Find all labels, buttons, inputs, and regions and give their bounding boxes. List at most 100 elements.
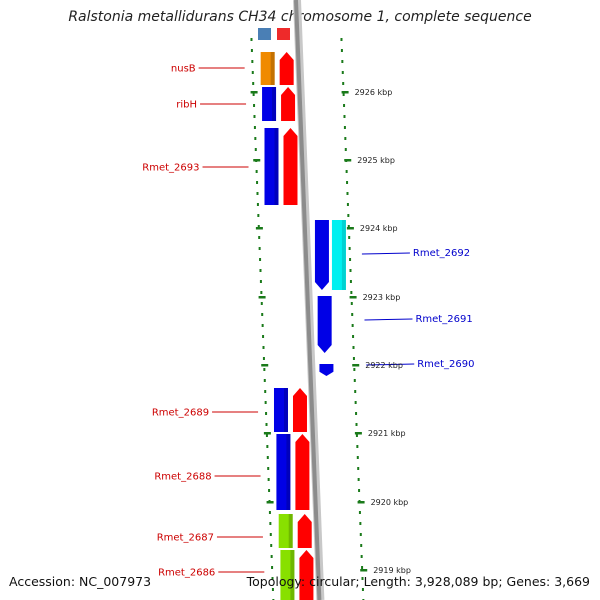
gene-features	[258, 28, 346, 600]
rmet-2688-cds-arrow	[295, 434, 310, 510]
guide-dot	[343, 115, 346, 118]
guide-dot	[352, 335, 355, 338]
tick-2919-kbp	[360, 569, 368, 572]
tick-2926-kbp	[341, 91, 349, 94]
tick-2925-kbp	[344, 159, 352, 162]
accession-text: Accession: NC_007973	[9, 574, 152, 589]
guide-dot	[266, 445, 269, 448]
guide-dot	[257, 214, 260, 217]
guide-dot	[260, 291, 263, 294]
guide-dot	[255, 170, 258, 173]
guide-dot	[350, 302, 353, 305]
rmet-2690-label: Rmet_2690	[417, 359, 474, 370]
rmet-2693-gene-shade	[274, 128, 279, 205]
guide-dot	[357, 478, 360, 481]
guide-dot	[356, 445, 359, 448]
guide-dot	[262, 335, 265, 338]
guide-dot	[262, 346, 265, 349]
rmet-2687-label: Rmet_2687	[157, 533, 214, 544]
minor-tick	[263, 432, 271, 435]
minor-tick	[261, 364, 269, 367]
guide-dot	[361, 588, 364, 591]
guide-dot	[271, 577, 274, 580]
rmet-2690-leader	[366, 363, 415, 366]
guide-dot	[257, 225, 260, 228]
guide-dot	[259, 280, 262, 283]
guide-dot	[267, 478, 270, 481]
guide-dot	[268, 489, 271, 492]
guide-dot	[265, 434, 268, 437]
rmet-2693-gene-block	[264, 128, 279, 205]
guide-dot	[263, 368, 266, 371]
guide-dot	[343, 104, 346, 107]
guide-dot	[355, 434, 358, 437]
guide-dot	[251, 71, 254, 74]
guide-dot	[269, 522, 272, 525]
guide-dot	[258, 247, 261, 250]
guide-dot	[352, 346, 355, 349]
top-gene-stub	[258, 28, 271, 40]
guide-dot	[359, 533, 362, 536]
nusb-gene-shade	[270, 52, 275, 85]
rmet-2691-leader	[364, 318, 413, 321]
rmet-2688-gene-block	[276, 434, 291, 510]
tick-label-2926-kbp: 2926 kbp	[355, 88, 393, 97]
rmet-2692-label: Rmet_2692	[413, 248, 470, 259]
guide-dot	[252, 93, 255, 96]
tick-2923-kbp	[349, 296, 357, 299]
guide-dot	[342, 82, 345, 85]
guide-dot	[341, 71, 344, 74]
guide-dot	[361, 566, 364, 569]
guide-dot	[361, 577, 364, 580]
nusb-gene-block	[260, 52, 275, 85]
rmet-2692-cds-shade	[341, 220, 346, 290]
rmet-2691-label: Rmet_2691	[415, 314, 472, 325]
backbone-line	[294, 0, 322, 600]
guide-dot	[256, 203, 259, 206]
guide-dot	[250, 38, 253, 41]
guide-dot	[360, 555, 363, 558]
guide-dot	[265, 423, 268, 426]
guide-dot	[263, 379, 266, 382]
guide-dot	[256, 181, 259, 184]
rmet-2688-label: Rmet_2688	[154, 472, 211, 483]
tick-2920-kbp	[357, 501, 365, 504]
guide-dot	[271, 566, 274, 569]
guide-dot	[259, 269, 262, 272]
nusb-cds-arrow	[279, 52, 294, 85]
guide-dot	[347, 214, 350, 217]
guide-dot	[349, 269, 352, 272]
guide-dot	[358, 511, 361, 514]
guide-dot	[261, 313, 264, 316]
ribh-cds-arrow	[281, 87, 296, 121]
guide-dot	[270, 544, 273, 547]
tick-label-2922-kbp: 2922 kbp	[365, 361, 403, 370]
reverse-guide	[340, 38, 365, 600]
guide-dot	[342, 93, 345, 96]
rmet-2686-label: Rmet_2686	[158, 568, 215, 579]
minor-tick	[255, 227, 263, 230]
guide-dot	[355, 423, 358, 426]
guide-dot	[343, 126, 346, 129]
guide-dot	[253, 115, 256, 118]
guide-dot	[265, 412, 268, 415]
guide-dot	[346, 203, 349, 206]
rmet-2689-gene-shade	[283, 388, 288, 432]
guide-dot	[261, 324, 264, 327]
guide-dot	[266, 456, 269, 459]
guide-dot	[354, 401, 357, 404]
rmet-2690-gene-arrow	[319, 364, 334, 376]
guide-dot	[254, 148, 257, 151]
guide-dot	[340, 49, 343, 52]
kbp-scale: 2926 kbp 2925 kbp 2924 kbp 2923 kbp 2922 kbp…	[250, 88, 411, 575]
guide-dot	[348, 236, 351, 239]
guide-dot	[353, 368, 356, 371]
guide-dot	[271, 588, 274, 591]
guide-dot	[348, 247, 351, 250]
guide-dot	[340, 38, 343, 41]
rmet-2687-gene-block	[278, 514, 293, 548]
ribh-label: ribH	[176, 100, 197, 111]
guide-dot	[258, 236, 261, 239]
guide-dot	[351, 313, 354, 316]
